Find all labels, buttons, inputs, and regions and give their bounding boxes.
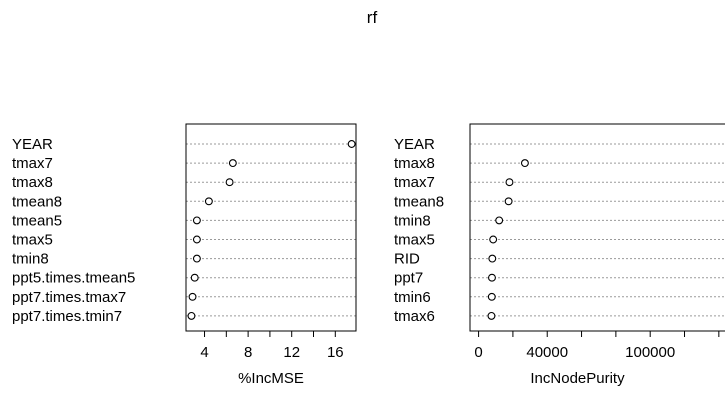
importance-point (488, 254, 497, 263)
importance-point (187, 311, 196, 320)
importance-point (487, 292, 496, 301)
x-tick-label: 100000 (625, 344, 675, 361)
importance-point (505, 178, 514, 187)
variable-label: tmean5 (12, 212, 62, 229)
variable-label: tmin8 (12, 251, 49, 268)
importance-point (504, 197, 513, 206)
x-tick-label: 8 (244, 344, 252, 361)
variable-label: tmax7 (12, 155, 53, 172)
importance-point (520, 159, 529, 168)
importance-point (487, 311, 496, 320)
variable-label: tmax7 (394, 174, 435, 191)
variable-label: ppt7.times.tmax7 (12, 289, 126, 306)
importance-point (192, 254, 201, 263)
variable-label: tmax8 (12, 174, 53, 191)
importance-point (225, 178, 234, 187)
variable-label: tmin8 (394, 212, 431, 229)
importance-point (347, 140, 356, 148)
variable-label: ppt5.times.tmean5 (12, 270, 135, 287)
variable-label: ppt7 (394, 270, 423, 287)
importance-panel-incmse: YEAR tmax7 tmax8 tmean8 tmean5 tmax5 tmin8 ppt5… (12, 123, 357, 387)
importance-point (192, 235, 201, 244)
importance-point (204, 197, 213, 206)
plot-frame (185, 123, 357, 332)
x-axis-title: %IncMSE (238, 370, 304, 387)
variable-label: RID (394, 251, 420, 268)
variable-label: tmax5 (394, 232, 435, 249)
importance-point (192, 216, 201, 225)
importance-point (190, 273, 199, 282)
importance-point (489, 235, 498, 244)
variable-label: tmin6 (394, 289, 431, 306)
plot-frame (469, 123, 725, 332)
variable-label: tmax8 (394, 155, 435, 172)
x-tick-label: 16 (327, 344, 344, 361)
x-axis-title: IncNodePurity (530, 370, 625, 387)
importance-point (188, 292, 197, 301)
variable-label: tmax5 (12, 232, 53, 249)
importance-point (228, 159, 237, 168)
importance-point (488, 273, 496, 282)
variable-label: YEAR (394, 136, 435, 153)
importance-point (495, 216, 504, 225)
variable-label: ppt7.times.tmin7 (12, 308, 122, 325)
x-tick-label: 12 (283, 344, 300, 361)
x-tick-label: 40000 (526, 344, 568, 361)
variable-label: tmean8 (12, 193, 62, 210)
variable-label: YEAR (12, 136, 53, 153)
variable-label: tmax6 (394, 308, 435, 325)
x-tick-label: 0 (474, 344, 482, 361)
x-tick-label: 4 (200, 344, 208, 361)
variable-label: tmean8 (394, 193, 444, 210)
chart-title: rf (367, 8, 378, 27)
importance-panel-incnodepurity: YEAR tmax8 tmax7 tmean8 tmin8 tmax5 RID ppt7 tmi… (394, 123, 725, 387)
